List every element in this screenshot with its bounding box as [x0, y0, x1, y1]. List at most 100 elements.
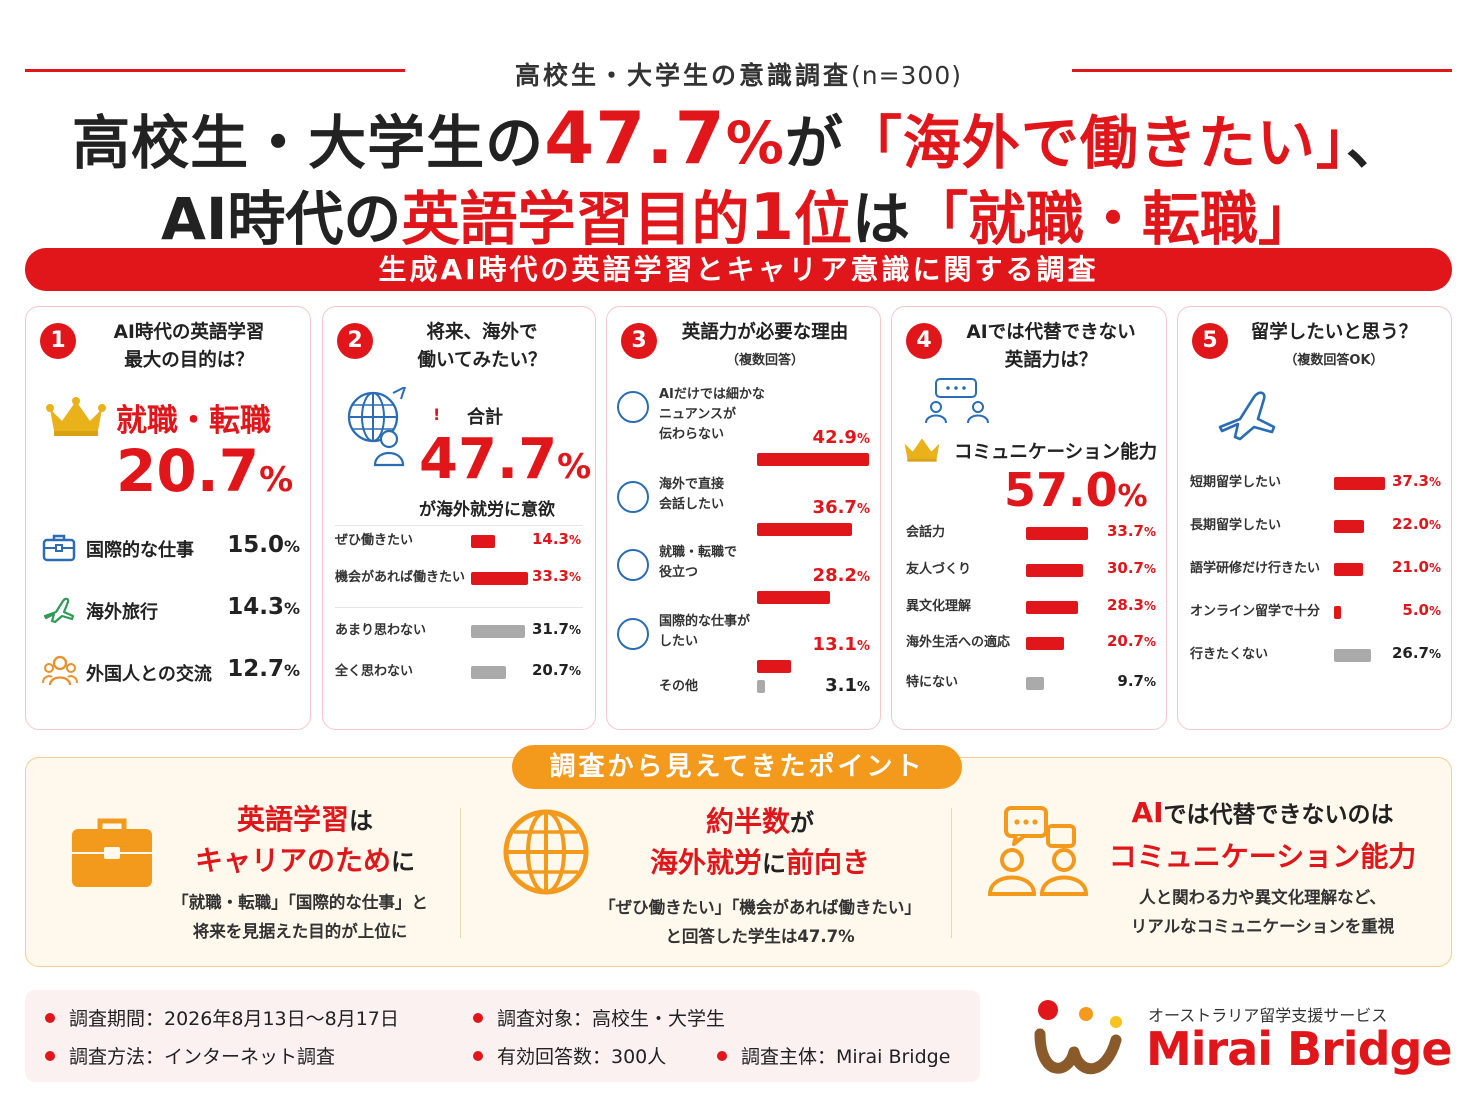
bar — [471, 535, 496, 548]
brand-logo-icon — [1034, 996, 1134, 1084]
total-label: 合計 — [467, 407, 503, 428]
panel-title: 将来、海外で 働いてみたい？ — [417, 322, 547, 371]
bar — [757, 523, 853, 536]
bullet-icon — [45, 1012, 55, 1023]
bar — [471, 666, 507, 679]
sample-size: (n=300) — [850, 61, 963, 90]
bar-value: 5.0% — [1402, 601, 1441, 619]
bar-label: 海外生活への適応 — [906, 635, 1011, 650]
conversation-icon — [984, 806, 1094, 900]
bar-value: 42.9% — [812, 427, 870, 448]
bar-label: あまり思わない — [335, 623, 427, 638]
crown-icon — [902, 435, 942, 467]
bar — [1026, 564, 1083, 577]
bar — [1334, 477, 1386, 490]
chat-bubble-icon — [617, 391, 649, 423]
panel-title: 留学したいと思う？ （複数回答OK） — [1250, 322, 1418, 368]
divider — [951, 808, 952, 938]
bar-value: 21.0% — [1391, 558, 1441, 576]
bar-label: 国際的な仕事が したい — [659, 614, 751, 649]
panel-number: 2 — [337, 323, 373, 359]
bar-value: 3.1% — [825, 675, 870, 696]
people-icon — [42, 655, 78, 691]
panel-1: 1 AI時代の英語学習 最大の目的は？ 就職・転職 20.7% 国際的な仕事 15… — [25, 306, 311, 730]
bar-label: 短期留学したい — [1190, 475, 1282, 490]
bullet-icon — [717, 1050, 727, 1061]
panel-number: 1 — [40, 323, 76, 359]
bar — [1026, 527, 1089, 540]
bar-value: 26.7% — [1391, 644, 1441, 662]
bar-label: 行きたくない — [1190, 647, 1269, 662]
globe-icon — [617, 618, 649, 650]
point-3-body: 人と関わる力や異文化理解など、 リアルなコミュニケーションを重視 — [1130, 888, 1395, 936]
bar-value: 22.0% — [1391, 515, 1441, 533]
subtitle-banner: 生成AI時代の英語学習とキャリア意識に関する調査 — [25, 248, 1452, 291]
header-rule-left — [25, 69, 405, 72]
total-value: 47.7% — [419, 427, 592, 492]
bar-value: 31.7% — [531, 620, 581, 638]
bar-label: 会話力 — [906, 525, 946, 540]
bar — [757, 591, 831, 604]
headline-line-1: 高校生・大学生の47.7%が「海外で働きたい」、 — [72, 96, 1405, 180]
purpose-item: 海外旅行 14.3% — [42, 593, 300, 629]
bar-label: 特にない — [906, 675, 959, 690]
bar-value: 14.3% — [531, 530, 581, 548]
bar — [1026, 601, 1079, 614]
bar — [1026, 637, 1065, 650]
bar — [1334, 563, 1363, 576]
point-1-body: 「就職・転職」「国際的な仕事」と 将来を見据えた目的が上位に — [172, 893, 428, 941]
panel-title: AI時代の英語学習 最大の目的は？ — [113, 322, 265, 371]
briefcase-icon — [42, 533, 76, 567]
bar-label: その他 — [659, 679, 699, 694]
people-icon — [617, 481, 649, 513]
panel-3: 3 英語力が必要な理由 （複数回答） AIだけでは細かな ニュアンスが 伝わらない 42… — [606, 306, 881, 730]
panel-2: 2 将来、海外で 働いてみたい？ ! 合計 47.7% が海外就労に意欲 ぜひ働き… — [322, 306, 596, 730]
bar-label: 就職・転職で 役立つ — [659, 545, 738, 580]
divider — [335, 607, 583, 608]
bar-value: 13.1% — [812, 634, 870, 655]
bar-value: 9.7% — [1117, 672, 1156, 690]
bar-label: AIだけでは細かな ニュアンスが 伝わらない — [659, 387, 765, 442]
panel-number: 3 — [621, 323, 657, 359]
bar — [471, 625, 525, 638]
bullet-icon — [45, 1050, 55, 1061]
headline-line-2: AI時代の英語学習目的1位は「就職・転職」 — [160, 181, 1317, 255]
bar — [1334, 520, 1365, 533]
summary-tag: 調査から見えてきたポイント — [512, 745, 962, 789]
divider — [335, 525, 583, 526]
header-rule-right — [1072, 69, 1452, 72]
survey-method: 調査方法：インターネット調査 — [45, 1042, 335, 1069]
bar-value: 37.3% — [1391, 472, 1441, 490]
bar-value: 28.3% — [1106, 596, 1156, 614]
point-2-heading: 約半数が 海外就労に前向き — [649, 805, 871, 879]
point-2-body: 「ぜひ働きたい」「機会があれば働きたい」 と回答した学生は47.7% — [599, 898, 921, 946]
bar-label: 異文化理解 — [906, 599, 972, 614]
brand-tagline: オーストラリア留学支援サービス — [1148, 1006, 1388, 1025]
bar-value: 30.7% — [1106, 559, 1156, 577]
sparkle-icon: ! — [433, 405, 441, 424]
survey-period: 調査期間：2026年8月13日～8月17日 — [45, 1004, 399, 1031]
bar-label: 機会があれば働きたい — [335, 570, 466, 585]
survey-responses: 有効回答数：300人 — [473, 1042, 666, 1069]
bar-value: 36.7% — [812, 497, 870, 518]
point-3-heading: AIでは代替できないのは コミュニケーション能力 — [1108, 796, 1417, 873]
top-skill-label: コミュニケーション能力 — [954, 442, 1158, 463]
top-purpose-value: 20.7% — [116, 437, 294, 505]
bar-value: 33.7% — [1106, 522, 1156, 540]
bar — [757, 453, 869, 466]
bar — [471, 572, 528, 585]
bar-label: 海外で直接 会話したい — [659, 477, 725, 512]
panel-title: 英語力が必要な理由 （複数回答） — [681, 322, 849, 368]
globe-icon — [502, 808, 590, 900]
bar — [1334, 606, 1341, 619]
bar-label: 語学研修だけ行きたい — [1190, 561, 1321, 576]
bullet-icon — [473, 1050, 483, 1061]
bar — [1026, 677, 1044, 690]
survey-target: 調査対象：高校生・大学生 — [473, 1004, 725, 1031]
bar-value: 20.7% — [1106, 632, 1156, 650]
summary-section — [25, 757, 1452, 967]
globe-person-icon — [343, 385, 413, 471]
purpose-item: 外国人との交流 12.7% — [42, 655, 300, 691]
panel-number: 5 — [1192, 323, 1228, 359]
panel-4: 4 AIでは代替できない 英語力は？ コミュニケーション能力 57.0% 会話力 3… — [891, 306, 1167, 730]
